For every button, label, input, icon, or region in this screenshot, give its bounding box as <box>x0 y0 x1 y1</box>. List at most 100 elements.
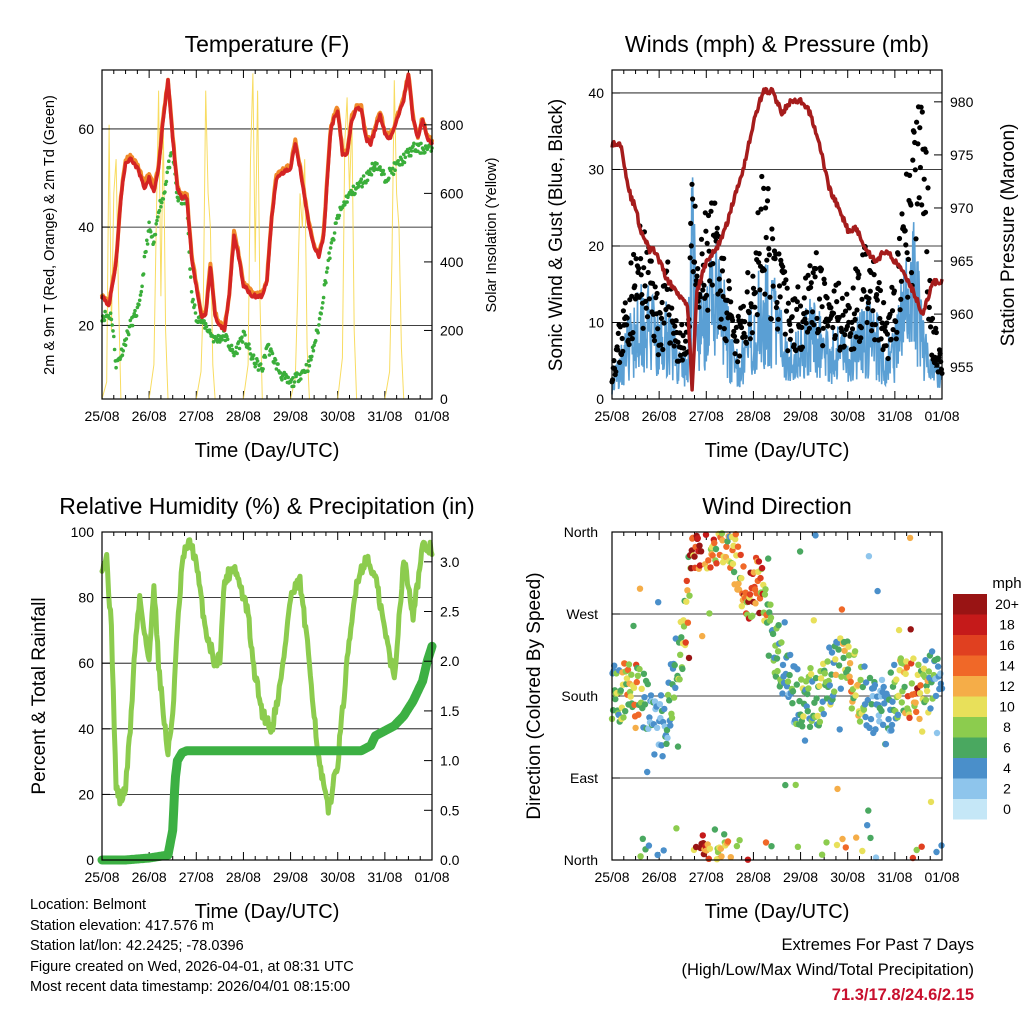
gust-point <box>642 283 648 289</box>
dewpoint-point <box>240 335 244 340</box>
direction-point <box>893 676 900 683</box>
dewpoint-point <box>159 205 163 209</box>
gust-point <box>903 242 909 248</box>
gust-point <box>740 303 747 309</box>
gust-point <box>824 295 830 301</box>
direction-point <box>721 831 728 838</box>
colorbar-label: 2 <box>1003 781 1011 797</box>
colorbar-swatch <box>953 778 987 799</box>
gust-point <box>917 164 924 171</box>
gust-point <box>752 289 759 296</box>
direction-point <box>920 665 928 672</box>
direction-point <box>907 626 914 633</box>
gust-point <box>737 353 743 359</box>
gust-point <box>913 236 919 242</box>
x-tick-label: 29/08 <box>273 869 308 885</box>
gust-point <box>899 211 905 217</box>
direction-point <box>913 708 920 716</box>
gust-point <box>904 250 910 256</box>
gust-point <box>813 250 819 256</box>
gust-point <box>672 323 678 329</box>
direction-point <box>807 670 815 678</box>
gust-point <box>891 288 898 294</box>
dewpoint-point <box>130 323 135 328</box>
direction-point <box>889 698 896 705</box>
dewpoint-point <box>421 147 426 152</box>
direction-point <box>655 599 662 606</box>
panel-2: Winds (mph) & Pressure (mb) Time (Day/UTC… <box>546 31 1019 462</box>
dewpoint-point <box>370 161 375 166</box>
dewpoint-point <box>351 184 356 189</box>
dewpoint-point <box>167 165 172 170</box>
direction-point <box>787 651 794 659</box>
gust-point <box>773 304 780 311</box>
gust-point <box>831 288 837 294</box>
gust-point <box>872 337 878 343</box>
x-tick-label: 29/08 <box>783 408 818 424</box>
colorbar-swatch <box>953 676 987 697</box>
gust-point <box>645 269 651 276</box>
direction-point <box>647 692 655 699</box>
station-info: Location: Belmont Station elevation: 417… <box>30 895 354 998</box>
gust-point <box>894 329 900 335</box>
direction-point <box>917 682 924 689</box>
y-tick-label: 20 <box>588 238 604 254</box>
direction-point <box>868 701 875 708</box>
gust-point <box>747 336 753 342</box>
direction-point <box>812 532 819 539</box>
dewpoint-point <box>110 323 114 327</box>
gust-point <box>881 300 887 306</box>
direction-point <box>718 853 725 860</box>
direction-point <box>860 706 868 713</box>
gust-point <box>620 308 627 314</box>
y-tick-label: 40 <box>78 219 94 235</box>
y-tick-label: 0 <box>596 391 604 407</box>
direction-point <box>746 591 754 598</box>
x-tick-label: 28/08 <box>736 408 771 424</box>
dewpoint-point <box>235 351 239 356</box>
y2-axis-label: Solar Insolation (Yellow) <box>484 157 500 312</box>
recent-timestamp: Most recent data timestamp: 2026/04/01 0… <box>30 979 351 995</box>
panel-4: Wind Direction Time (Day/UTC) 25/08 26/08 27… <box>524 493 1022 923</box>
gust-point <box>821 276 827 282</box>
x-tick-label: 27/08 <box>689 869 724 885</box>
dewpoint-point <box>251 353 256 358</box>
dewpoint-point <box>320 306 324 310</box>
gust-point <box>885 355 891 362</box>
direction-point <box>901 683 908 691</box>
plot-border <box>101 531 433 861</box>
gust-point <box>750 285 757 291</box>
gust-point <box>763 234 769 241</box>
direction-point <box>735 580 742 587</box>
y-tick-label: 20 <box>78 786 94 802</box>
dewpoint-point <box>353 191 357 196</box>
direction-point <box>654 851 661 859</box>
colorbar-label: 14 <box>999 658 1015 674</box>
dewpoint-point <box>375 161 379 166</box>
gust-point <box>720 293 726 299</box>
direction-point <box>697 548 705 555</box>
direction-point <box>806 723 814 730</box>
direction-point <box>724 838 732 845</box>
direction-point <box>782 781 789 789</box>
direction-point <box>913 846 920 854</box>
dewpoint-point <box>163 182 168 186</box>
gust-point <box>785 348 791 354</box>
rh-series <box>99 537 435 816</box>
dewpoint-point <box>191 297 195 302</box>
gust-point <box>764 257 770 263</box>
gust-point <box>795 284 801 290</box>
direction-point <box>656 701 664 708</box>
direction-point <box>781 619 788 626</box>
gust-point <box>745 270 751 276</box>
direction-point <box>846 660 854 667</box>
y-tick-label: North <box>564 524 598 540</box>
direction-point <box>852 692 859 699</box>
gust-point <box>624 322 630 328</box>
gust-point <box>734 338 740 344</box>
direction-point <box>707 564 714 571</box>
colorbar-swatch <box>953 758 987 779</box>
direction-point <box>903 664 910 671</box>
direction-point <box>831 688 838 695</box>
direction-point <box>847 678 854 685</box>
